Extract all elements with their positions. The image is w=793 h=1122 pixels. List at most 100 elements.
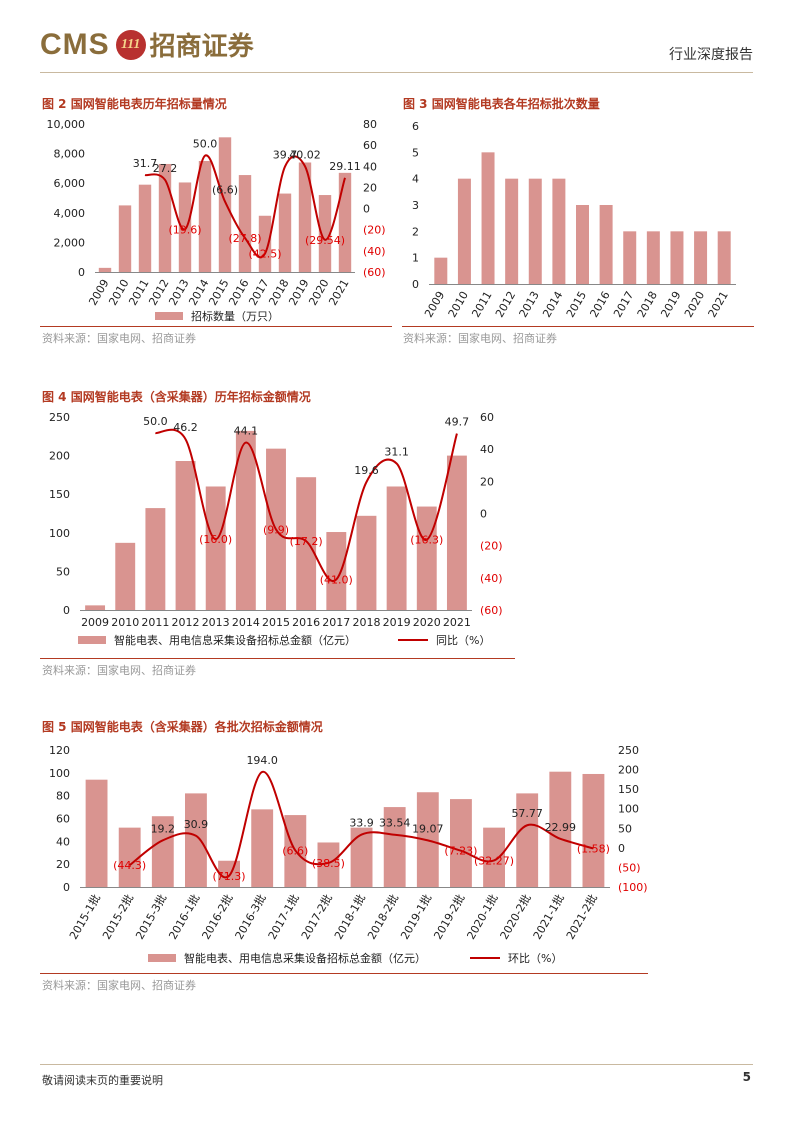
fig2-bar — [278, 193, 292, 272]
fig2-legend-bar-label: 招标数量（万只） — [191, 309, 279, 322]
fig4-y2-tick: 40 — [480, 443, 494, 456]
fig3-bar — [505, 178, 519, 284]
fig2-bar — [218, 137, 232, 272]
fig2-bar — [338, 172, 352, 272]
fig4-line-series — [155, 428, 458, 583]
fig5-bar — [151, 816, 174, 887]
fig5-y-tick: 100 — [49, 767, 70, 780]
fig2-bar — [238, 175, 252, 272]
fig2-source: 资料来源：国家电网、招商证券 — [42, 332, 196, 345]
fig4-data-label: 50.0 — [143, 415, 168, 428]
fig4-legend-bar-label: 智能电表、用电信息采集设备招标总金额（亿元） — [114, 633, 356, 647]
fig4-y-tick: 0 — [63, 604, 70, 617]
fig4-x-tick: 2009 — [81, 616, 109, 629]
fig2-y-tick: 2,000 — [54, 236, 86, 249]
fig4-data-label: 31.1 — [384, 445, 409, 458]
fig4-bar — [145, 508, 166, 610]
fig4-x-tick: 2014 — [232, 616, 260, 629]
fig2-bar — [98, 267, 112, 272]
logo-badge-icon: 111 — [115, 29, 146, 60]
fig2-bar — [118, 205, 132, 272]
fig3-x-tick: 2017 — [611, 289, 636, 320]
fig5-y-tick: 80 — [56, 790, 70, 803]
fig3-x-tick: 2019 — [658, 289, 683, 320]
fig3-title: 图 3 国网智能电表各年招标批次数量 — [403, 97, 600, 111]
fig3-bar — [670, 231, 684, 284]
fig4-data-label: (16.0) — [199, 533, 232, 546]
fig4-bar — [446, 455, 467, 610]
fig5-y-tick: 40 — [56, 835, 70, 848]
fig3-x-tick: 2021 — [706, 289, 731, 320]
fig3-x-tick: 2012 — [493, 289, 518, 320]
fig4-y-tick: 250 — [49, 411, 70, 424]
fig5-y2-tick: (100) — [618, 881, 648, 894]
fig5-data-label: 19.07 — [412, 822, 444, 835]
fig5-data-label: (32.27) — [474, 854, 514, 867]
header-divider — [40, 72, 753, 73]
fig4-legend-bar-swatch — [78, 636, 106, 644]
fig5-data-label: 22.99 — [545, 821, 577, 834]
fig2-bar — [318, 195, 332, 272]
fig3-x-tick: 2010 — [446, 289, 471, 320]
fig3-x-tick: 2020 — [682, 289, 707, 320]
fig5-legend-bar-label: 智能电表、用电信息采集设备招标总金额（亿元） — [184, 951, 426, 965]
fig4-bar — [235, 430, 256, 610]
fig2-data-label: 39.7 — [273, 149, 298, 162]
fig5-x-tick: 2016-2批 — [199, 892, 236, 942]
fig2-data-label: 29.11 — [329, 160, 361, 173]
fig5-bar — [516, 793, 539, 887]
fig2-y-tick: 8,000 — [54, 148, 86, 161]
fig5-data-label: 57.77 — [511, 807, 543, 820]
fig2-y2-tick: 60 — [363, 139, 377, 152]
fig5-y2-tick: 0 — [618, 842, 625, 855]
fig5-bar — [185, 793, 207, 887]
fig3-x-tick: 2018 — [635, 289, 660, 320]
fig5-x-tick: 2021-2批 — [563, 892, 600, 942]
fig4-bar — [85, 605, 106, 610]
fig4-bar — [386, 486, 407, 610]
fig4-y-tick: 150 — [49, 488, 70, 501]
fig5-y-tick: 0 — [63, 881, 70, 894]
fig5-y2-tick: (50) — [618, 861, 641, 874]
fig3-y-tick: 2 — [412, 225, 419, 238]
fig4-x-tick: 2010 — [111, 616, 139, 629]
fig5-chart: 120100806040200250200150100500(50)(100)2… — [49, 744, 648, 965]
fig4-data-label: (9.9) — [263, 523, 289, 536]
fig2-data-label: (27.8) — [228, 232, 261, 245]
fig5-separator — [40, 973, 648, 974]
fig2-bar — [298, 162, 312, 272]
fig3-bar — [434, 257, 448, 284]
fig5-bar — [483, 827, 505, 887]
fig2-legend-bar-swatch — [155, 312, 183, 320]
fig2-x-tick: 2021 — [326, 277, 351, 308]
fig4-x-tick: 2018 — [352, 616, 380, 629]
fig2-bar — [198, 161, 212, 272]
fig2-bar — [178, 182, 192, 272]
fig4-y2-tick: 60 — [480, 411, 494, 424]
fig4-data-label: (17.2) — [290, 535, 323, 548]
fig5-x-tick: 2020-2批 — [497, 892, 534, 942]
fig4-x-tick: 2011 — [141, 616, 169, 629]
fig4-data-label: 46.2 — [173, 421, 198, 434]
fig5-data-label: (6.6) — [282, 844, 308, 857]
fig2-separator — [40, 326, 392, 327]
fig5-x-tick: 2015-1批 — [66, 892, 103, 942]
fig5-x-tick: 2021-1批 — [530, 892, 567, 942]
fig4-bar — [416, 506, 437, 610]
footer-disclaimer: 敬请阅读末页的重要说明 — [42, 1074, 163, 1087]
fig5-y2-tick: 100 — [618, 803, 639, 816]
fig2-y2-tick: 20 — [363, 181, 377, 194]
fig5-data-label: 30.9 — [184, 818, 209, 831]
fig5-bar — [450, 799, 472, 887]
fig4-bar — [205, 486, 226, 610]
fig4-x-tick: 2013 — [202, 616, 230, 629]
fig3-bar — [646, 231, 660, 284]
fig5-bar — [251, 809, 274, 887]
fig4-x-tick: 2021 — [443, 616, 471, 629]
fig4-source: 资料来源：国家电网、招商证券 — [42, 664, 196, 677]
fig5-y-tick: 120 — [49, 744, 70, 757]
fig2-data-label: 27.2 — [153, 162, 178, 175]
fig2-y-tick: 0 — [78, 266, 85, 279]
fig4-legend-line-label: 同比（%） — [436, 634, 490, 647]
fig2-chart: 10,000 8,000 6,000 4,000 2,000 0 80 60 40 20 0 (20)… — [47, 118, 386, 322]
